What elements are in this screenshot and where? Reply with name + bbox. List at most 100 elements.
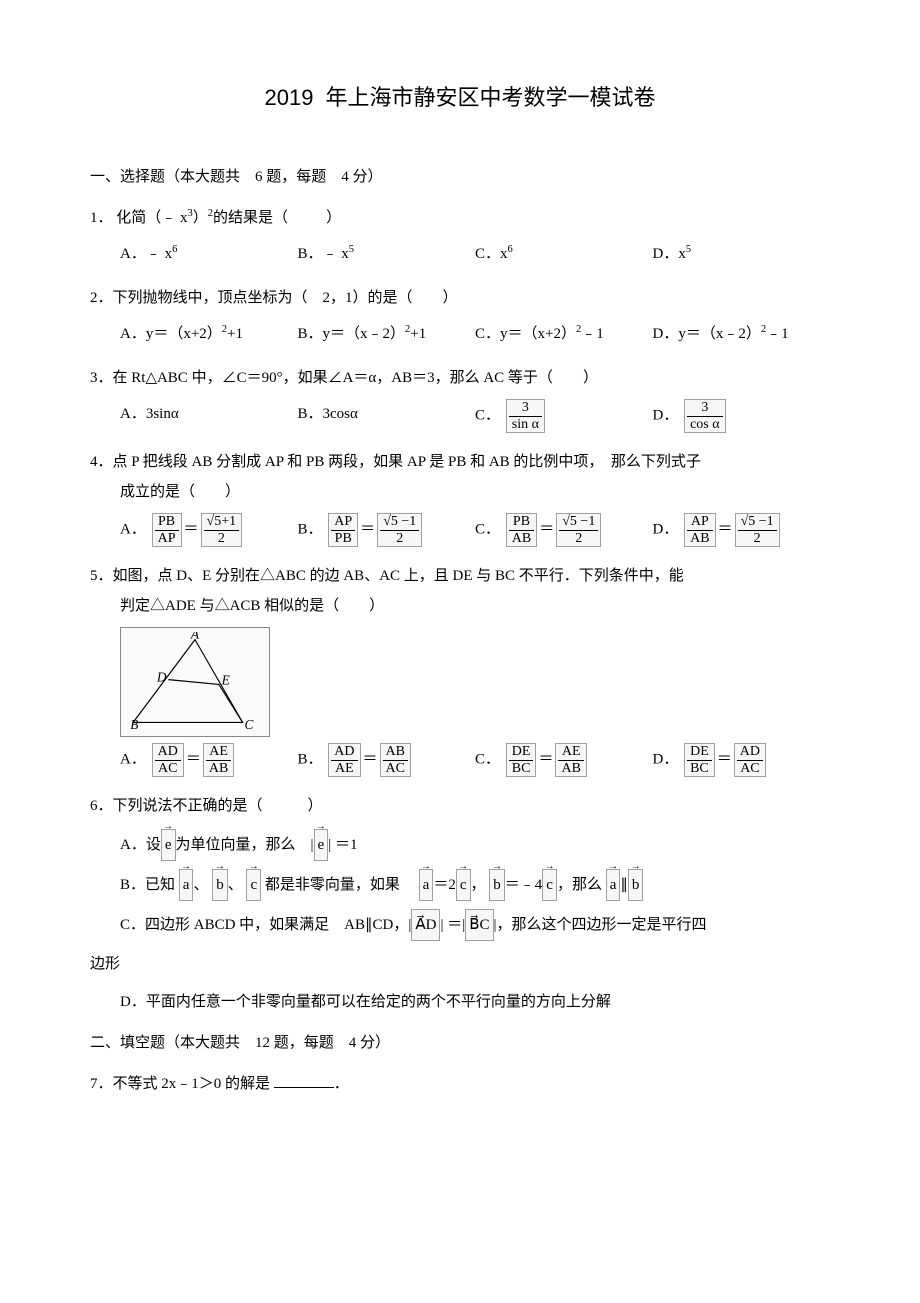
q4-stem1: 点 P 把线段 AB 分割成 AP 和 PB 两段，如果 AP 是 PB 和 A… xyxy=(113,454,701,470)
q5-a-l: ADAC xyxy=(152,743,184,777)
q1-paren xyxy=(288,210,326,226)
q3-d-den: cos α xyxy=(687,417,723,432)
q2-stem: 下列抛物线中，顶点坐标为（ 2，1）的是（ ） xyxy=(113,290,458,306)
q1-opt-d: D．x5 xyxy=(653,239,831,269)
q6-stem: 下列说法不正确的是（ ） xyxy=(113,798,323,814)
q3-options: A．3sinα B．3cosα C． 3sin α D． 3cos α xyxy=(90,399,830,433)
q4-c-lnum: PB xyxy=(509,515,534,531)
title-text: 年上海市静安区中考数学一模试卷 xyxy=(325,85,655,110)
q5-d-rn: AD xyxy=(737,745,763,761)
q5-b-rn: AB xyxy=(383,745,408,761)
q4-a-lfrac: PBAP xyxy=(152,513,182,547)
q1-b-pre: B．﹣ x xyxy=(298,246,349,262)
q6-a-tail: | ＝1 xyxy=(328,837,357,853)
q5-num: 5． xyxy=(90,568,113,584)
question-4: 4．点 P 把线段 AB 分割成 AP 和 PB 两段，如果 AP 是 PB 和… xyxy=(90,447,830,547)
q3-d-frac: 3cos α xyxy=(684,399,726,433)
q7-stem-a: 不等式 2x﹣1＞0 的解是 xyxy=(113,1076,271,1092)
q1-opt-a: A．﹣ x6 xyxy=(120,239,298,269)
q3-num: 3． xyxy=(90,370,113,386)
q1-stem-c: 的结果是（ xyxy=(213,210,288,226)
q4-d-lnum: AP xyxy=(687,515,712,531)
vector-b2-icon: b xyxy=(489,869,505,901)
vector-ad-icon: A⃗D xyxy=(411,909,440,941)
q5-d-ld: BC xyxy=(687,761,712,776)
q4-b-rden: 2 xyxy=(380,531,419,546)
q5-c-rn: AE xyxy=(558,745,583,761)
q6-b-c3: ， xyxy=(471,877,486,893)
q6-opt-a: A．设e为单位向量，那么 |e| ＝1 xyxy=(120,829,830,861)
q1-a-exp: 6 xyxy=(172,244,177,255)
q5-b-rd: AC xyxy=(383,761,408,776)
q4-c-rden: 2 xyxy=(559,531,598,546)
q1-opt-b: B．﹣ x5 xyxy=(298,239,476,269)
q4-d-lfrac: APAB xyxy=(684,513,715,547)
q2-opt-d: D．y＝（x﹣2）2﹣1 xyxy=(653,319,831,349)
q4-a-label: A． xyxy=(120,522,146,538)
vector-e2-icon: e xyxy=(314,829,329,861)
q6-a-mid: 为单位向量，那么 | xyxy=(176,837,314,853)
vector-bc-icon: B⃗C xyxy=(465,909,493,941)
q2-b: B．y＝（x﹣2） xyxy=(298,326,406,342)
question-6: 6．下列说法不正确的是（ ） A．设e为单位向量，那么 |e| ＝1 B．已知 … xyxy=(90,791,830,1017)
q6-b-c1: 、 xyxy=(193,877,208,893)
q4-c-lden: AB xyxy=(509,531,534,546)
q4-b-lfrac: APPB xyxy=(328,513,358,547)
q5-b-r: ABAC xyxy=(380,743,411,777)
q5-c-ln: DE xyxy=(509,745,534,761)
q2-d-tail: ﹣1 xyxy=(766,326,789,342)
q6-b-c4: ，那么 xyxy=(557,877,602,893)
q2-c: C．y＝（x+2） xyxy=(475,326,576,342)
vector-b-icon: b xyxy=(212,869,228,901)
q4-a-lden: AP xyxy=(155,531,179,546)
q2-d: D．y＝（x﹣2） xyxy=(653,326,761,342)
section-2-header: 二、填空题（本大题共 12 题，每题 4 分） xyxy=(90,1031,830,1055)
q5-stem2: 判定△ADE 与△ACB 相似的是（ ） xyxy=(90,591,830,621)
q3-d-num: 3 xyxy=(687,401,723,417)
q3-d-label: D． xyxy=(653,408,679,424)
q5-a-r: AEAB xyxy=(203,743,234,777)
q4-opt-d: D． APAB＝√5 −12 xyxy=(653,513,831,547)
q1-stem-a: 化简（﹣ x xyxy=(116,210,187,226)
q6-b-pre: B．已知 xyxy=(120,877,175,893)
q6-opt-d: D．平面内任意一个非零向量都可以在给定的两个不平行向量的方向上分解 xyxy=(120,987,830,1017)
q6-b-eq1: ＝2 xyxy=(433,877,456,893)
svg-text:D: D xyxy=(156,670,167,685)
q1-stem-d: ） xyxy=(326,210,341,226)
q6-b-mid: 都是非零向量，如果 xyxy=(265,877,415,893)
q5-a-rn: AE xyxy=(206,745,231,761)
q3-opt-d: D． 3cos α xyxy=(653,399,831,433)
q4-opt-b: B． APPB＝√5 −12 xyxy=(298,513,476,547)
q6-opt-b: B．已知 a、 b、 c 都是非零向量，如果 a＝2c， b＝﹣4c，那么 a∥… xyxy=(120,869,830,901)
q5-b-l: ADAE xyxy=(328,743,360,777)
q4-d-label: D． xyxy=(653,522,679,538)
svg-text:B: B xyxy=(130,717,138,732)
question-1: 1． 化简（﹣ x3）2的结果是（ ） A．﹣ x6 B．﹣ x5 C．x6 D… xyxy=(90,203,830,269)
q6-b-eq2: ＝﹣4 xyxy=(505,877,543,893)
svg-text:E: E xyxy=(221,673,230,688)
q1-c-exp: 6 xyxy=(508,244,513,255)
q4-a-rfrac: √5+12 xyxy=(201,513,243,547)
q4-c-eq: ＝ xyxy=(539,522,554,538)
q3-c-num: 3 xyxy=(509,401,542,417)
q6-c-line2: 边形 xyxy=(90,949,830,979)
q3-c-den: sin α xyxy=(509,417,542,432)
q5-b-ld: AE xyxy=(331,761,357,776)
title-year: 2019 xyxy=(265,85,314,110)
q3-stem: 在 Rt△ABC 中，∠C＝90°，如果∠A＝α，AB＝3，那么 AC 等于（ … xyxy=(113,370,598,386)
q5-d-label: D． xyxy=(653,752,679,768)
q4-b-eq: ＝ xyxy=(360,522,375,538)
q5-c-l: DEBC xyxy=(506,743,537,777)
q1-stem-b: ） xyxy=(193,210,208,226)
q4-c-label: C． xyxy=(475,522,500,538)
q6-num: 6． xyxy=(90,798,113,814)
q5-opt-a: A． ADAC＝AEAB xyxy=(120,743,298,777)
q1-d-exp: 5 xyxy=(686,244,691,255)
q5-d-ln: DE xyxy=(687,745,712,761)
q1-opt-c: C．x6 xyxy=(475,239,653,269)
q1-c-pre: C．x xyxy=(475,246,508,262)
q4-d-rnum: √5 −1 xyxy=(738,515,777,531)
q5-c-ld: BC xyxy=(509,761,534,776)
q5-c-r: AEAB xyxy=(555,743,586,777)
q3-opt-c: C． 3sin α xyxy=(475,399,653,433)
